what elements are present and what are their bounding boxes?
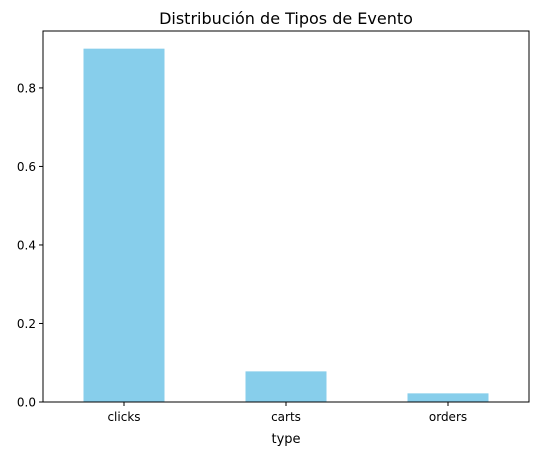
x-tick-label-clicks: clicks [107, 410, 140, 424]
bar-orders [407, 393, 489, 402]
x-tick-label-orders: orders [429, 410, 467, 424]
x-tick-label-carts: carts [271, 410, 301, 424]
chart-title: Distribución de Tipos de Evento [159, 9, 413, 28]
y-tick-label: 0.4 [17, 238, 36, 252]
bar-carts [245, 371, 327, 402]
y-tick-label: 0.0 [17, 396, 36, 410]
x-axis-label: type [271, 432, 300, 447]
bar-clicks [83, 48, 165, 403]
y-tick-label: 0.6 [17, 160, 36, 174]
y-tick-label: 0.8 [17, 81, 36, 95]
y-tick-label: 0.2 [17, 317, 36, 331]
plot-area: 0.0 0.2 0.4 0.6 0.8 clicks carts orders [17, 30, 530, 424]
